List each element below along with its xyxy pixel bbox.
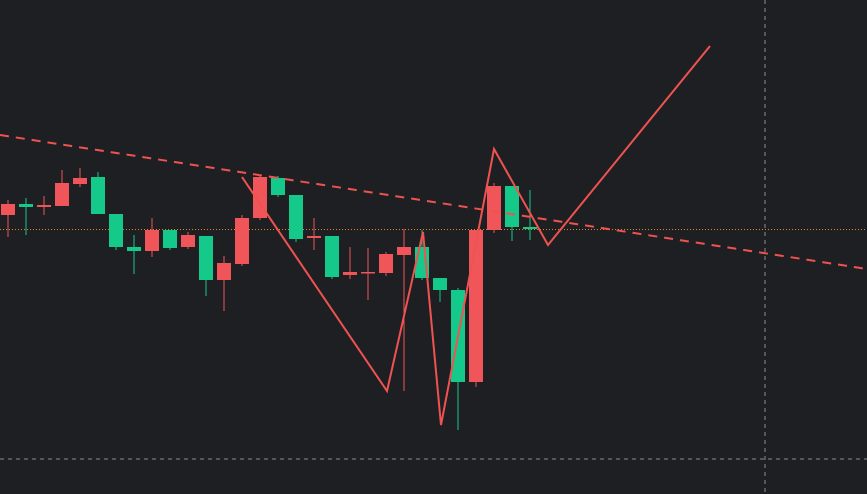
candle-body <box>397 247 411 255</box>
candle-body <box>289 195 303 239</box>
candle-body <box>91 177 105 214</box>
candle-body <box>469 230 483 382</box>
candle-body <box>487 186 501 230</box>
candle-body <box>523 227 537 229</box>
candle-body <box>307 236 321 238</box>
candle-body <box>199 236 213 280</box>
candle-body <box>361 272 375 274</box>
candle-body <box>109 214 123 247</box>
candle-body <box>235 218 249 264</box>
candle-body <box>1 204 15 215</box>
candle-body <box>505 186 519 227</box>
candle-body <box>145 230 159 251</box>
candle-body <box>37 205 51 207</box>
candles <box>1 168 537 430</box>
candle-body <box>217 263 231 280</box>
candle-body <box>433 278 447 290</box>
candle-body <box>55 183 69 206</box>
candle-body <box>271 178 285 195</box>
candle-body <box>181 235 195 247</box>
candle-body <box>325 236 339 277</box>
candle-body <box>19 204 33 207</box>
candle-body <box>343 272 357 275</box>
candle-body <box>163 230 177 248</box>
candle-body <box>379 254 393 273</box>
candle-body <box>127 247 141 251</box>
zigzag-drawing <box>241 45 711 426</box>
trend-line <box>0 134 867 270</box>
candle-body <box>73 178 87 184</box>
